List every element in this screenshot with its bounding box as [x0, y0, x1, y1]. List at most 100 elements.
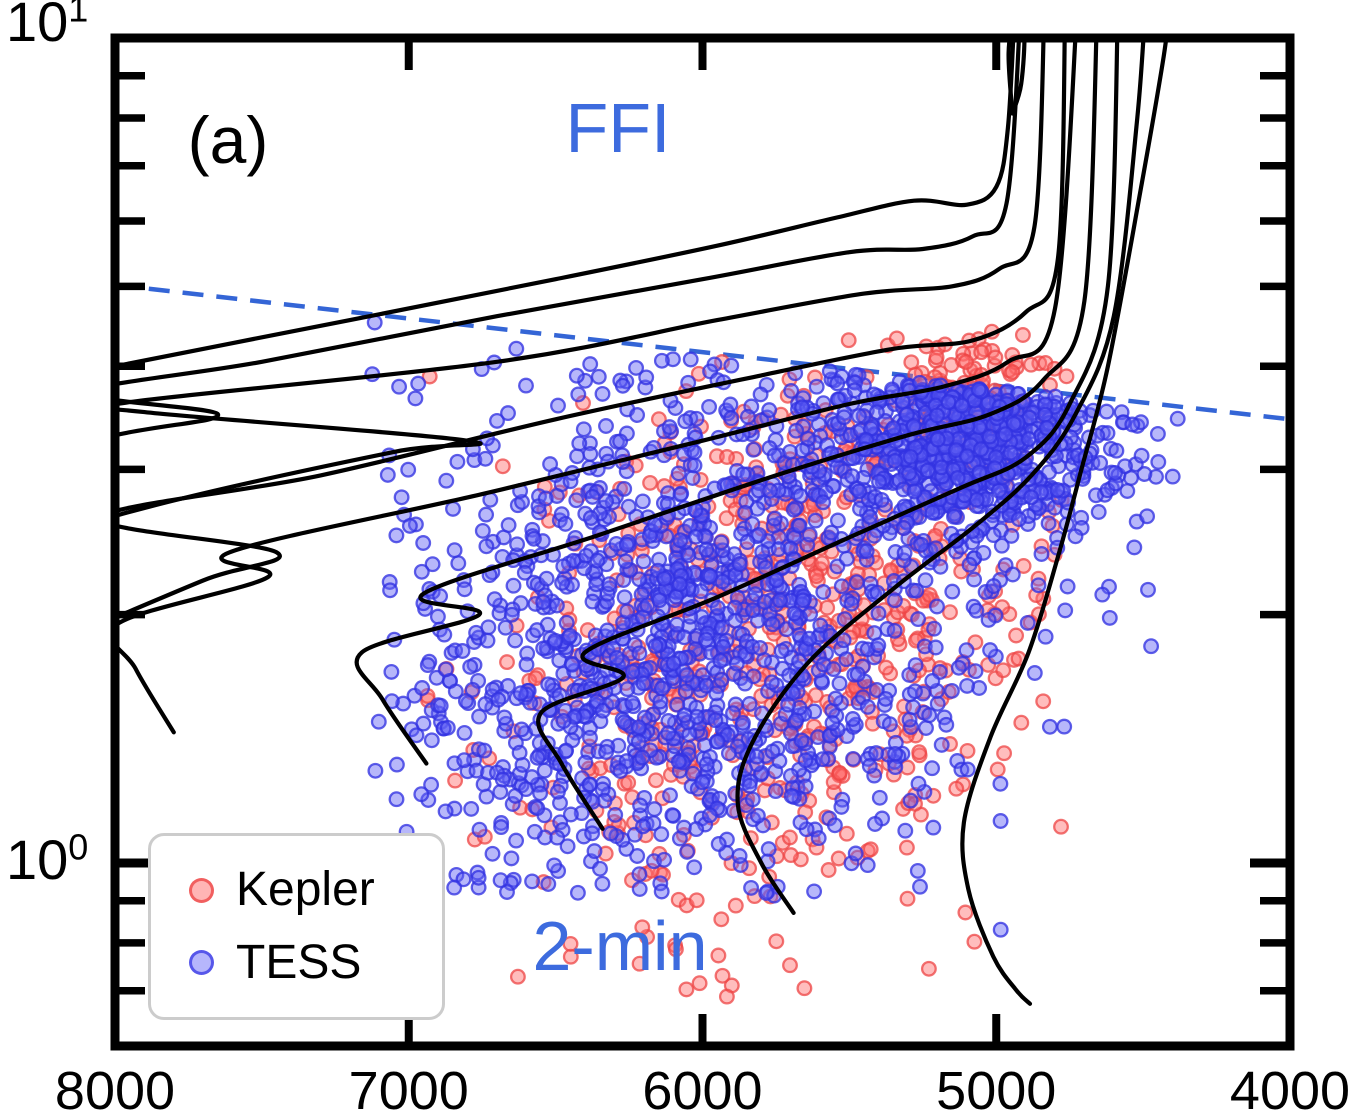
- scatter-point-tess: [677, 413, 694, 430]
- scatter-point-tess: [749, 807, 766, 824]
- scatter-point-kepler: [691, 975, 708, 992]
- scatter-point-tess: [607, 806, 624, 823]
- scatter-point-tess: [576, 560, 593, 577]
- scatter-point-tess: [614, 377, 631, 394]
- scatter-point-kepler: [647, 772, 664, 789]
- scatter-point-kepler: [948, 780, 965, 797]
- scatter-point-tess: [489, 412, 505, 429]
- scatter-point-tess: [744, 791, 761, 808]
- scatter-point-tess: [519, 645, 536, 662]
- scatter-point-tess: [754, 544, 771, 561]
- scatter-point-tess: [886, 592, 903, 609]
- scatter-point-tess: [631, 571, 648, 588]
- scatter-point-kepler: [903, 354, 920, 371]
- scatter-point-tess: [570, 386, 587, 403]
- scatter-point-tess: [529, 800, 546, 817]
- scatter-point-tess: [446, 800, 463, 817]
- scatter-point-tess: [370, 713, 387, 730]
- scatter-point-tess: [508, 340, 525, 357]
- scatter-point-tess: [794, 442, 811, 459]
- scatter-point-tess: [678, 667, 695, 684]
- scatter-point-kepler: [973, 344, 990, 361]
- scatter-point-tess: [456, 752, 473, 769]
- scatter-point-tess: [554, 574, 571, 591]
- scatter-point-tess: [785, 501, 802, 518]
- scatter-point-tess: [849, 666, 866, 683]
- scatter-point-tess: [815, 584, 832, 600]
- scatter-point-tess: [677, 683, 694, 700]
- scatter-point-kepler: [727, 897, 744, 914]
- scatter-point-tess: [788, 422, 805, 439]
- scatter-point-tess: [802, 605, 819, 622]
- scatter-point-tess: [859, 857, 876, 874]
- scatter-point-tess: [596, 792, 613, 809]
- x-tick-label: 7000: [348, 1061, 469, 1119]
- scatter-point-tess: [1004, 566, 1021, 583]
- scatter-point-tess: [877, 690, 894, 707]
- scatter-point-tess: [919, 462, 936, 479]
- scatter-point-tess: [826, 817, 843, 834]
- kepler-marker-icon: [189, 877, 214, 903]
- scatter-point-tess: [1139, 508, 1156, 525]
- scatter-point-tess: [792, 814, 809, 831]
- scatter-point-tess: [594, 385, 611, 402]
- evolution-track: [119, 42, 1078, 735]
- scatter-point-tess: [456, 581, 473, 598]
- scatter-point-tess: [737, 504, 754, 521]
- scatter-point-tess: [722, 396, 739, 413]
- scatter-point-tess: [653, 352, 670, 369]
- scatter-point-tess: [848, 574, 865, 591]
- scatter-point-tess: [439, 719, 456, 736]
- scatter-point-tess: [512, 685, 529, 702]
- scatter-point-tess: [929, 407, 945, 424]
- scatter-point-tess: [668, 616, 685, 633]
- scatter-point-kepler: [958, 354, 974, 370]
- scatter-point-tess: [741, 696, 758, 712]
- scatter-point-tess: [881, 682, 898, 699]
- scatter-point-kepler: [925, 787, 942, 804]
- x-tick-label: 8000: [54, 1061, 176, 1119]
- scatter-point-kepler: [920, 960, 937, 977]
- scatter-point-tess: [887, 759, 904, 776]
- scatter-point-tess: [681, 726, 698, 743]
- scatter-point-tess: [772, 592, 788, 609]
- scatter-point-kepler: [989, 761, 1006, 778]
- scatter-point-tess: [635, 818, 651, 835]
- scatter-point-tess: [1133, 447, 1150, 464]
- scatter-point-tess: [581, 776, 598, 793]
- scatter-point-tess: [873, 491, 890, 508]
- scatter-point-tess: [701, 807, 718, 824]
- scatter-point-tess: [1037, 406, 1053, 423]
- scatter-point-tess: [725, 705, 741, 722]
- scatter-point-tess: [727, 785, 744, 802]
- scatter-point-tess: [791, 653, 808, 670]
- scatter-point-tess: [449, 453, 466, 470]
- scatter-point-tess: [855, 469, 872, 486]
- scatter-point-tess: [824, 715, 841, 731]
- scatter-point-tess: [739, 408, 756, 425]
- scatter-point-tess: [454, 643, 471, 659]
- scatter-point-tess: [616, 480, 633, 497]
- scatter-point-tess: [715, 638, 732, 655]
- scatter-point-tess: [713, 671, 730, 688]
- scatter-point-tess: [836, 409, 852, 426]
- scatter-point-tess: [1124, 416, 1141, 433]
- scatter-point-tess: [797, 778, 814, 795]
- scatter-point-kepler: [943, 357, 960, 373]
- scatter-point-kepler: [928, 349, 945, 366]
- scatter-point-tess: [821, 738, 838, 755]
- scatter-point-tess: [651, 592, 668, 609]
- scatter-point-tess: [929, 598, 945, 615]
- scatter-point-tess: [432, 697, 449, 714]
- scatter-point-tess: [980, 611, 997, 628]
- scatter-point-tess: [709, 599, 726, 616]
- scatter-point-tess: [950, 659, 967, 676]
- scatter-point-tess: [586, 843, 603, 860]
- scatter-point-tess: [549, 783, 566, 800]
- scatter-point-kepler: [620, 774, 637, 791]
- scatter-point-tess: [814, 751, 831, 768]
- scatter-point-tess: [971, 680, 988, 696]
- scatter-point-tess: [949, 470, 966, 486]
- scatter-point-tess: [379, 466, 396, 483]
- scatter-point-tess: [496, 709, 513, 726]
